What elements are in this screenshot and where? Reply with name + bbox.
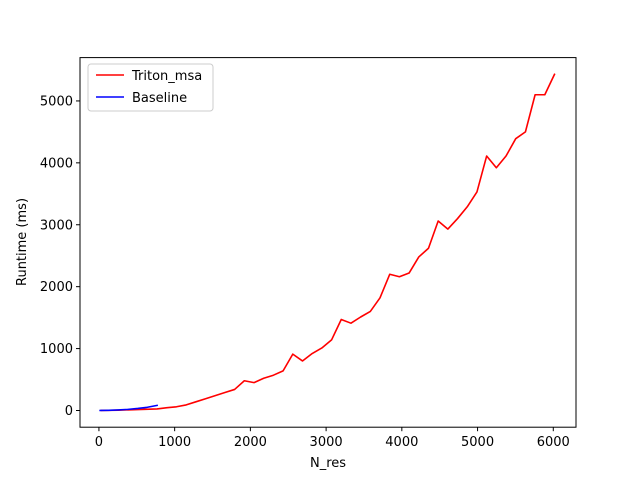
y-tick-label: 5000 bbox=[40, 94, 73, 109]
x-tick-label: 4000 bbox=[385, 435, 418, 450]
x-tick-label: 3000 bbox=[310, 435, 343, 450]
series-line-baseline bbox=[99, 404, 159, 412]
y-tick-label: 3000 bbox=[40, 218, 73, 233]
legend-label-triton-msa: Triton_msa bbox=[131, 69, 202, 84]
y-tick-label: 1000 bbox=[40, 342, 73, 357]
y-axis: 0 1000 2000 3000 4000 5000 bbox=[40, 94, 80, 419]
x-tick-label: 2000 bbox=[234, 435, 267, 450]
x-tick-label: 6000 bbox=[537, 435, 570, 450]
y-axis-label: Runtime (ms) bbox=[15, 198, 30, 286]
axes-frame bbox=[79, 57, 577, 428]
x-tick-label: 5000 bbox=[461, 435, 494, 450]
x-tick-label: 1000 bbox=[158, 435, 191, 450]
legend-label-baseline: Baseline bbox=[132, 91, 187, 106]
x-axis: 0 1000 2000 3000 4000 5000 6000 bbox=[95, 427, 570, 450]
y-tick-label: 0 bbox=[65, 404, 73, 419]
legend: Triton_msa Baseline bbox=[87, 63, 214, 112]
y-tick-label: 2000 bbox=[40, 280, 73, 295]
x-axis-label: N_res bbox=[310, 456, 346, 471]
plot-area bbox=[99, 73, 556, 412]
y-tick-label: 4000 bbox=[40, 156, 73, 171]
series-line-triton-msa bbox=[100, 73, 556, 412]
x-tick-label: 0 bbox=[95, 435, 103, 450]
